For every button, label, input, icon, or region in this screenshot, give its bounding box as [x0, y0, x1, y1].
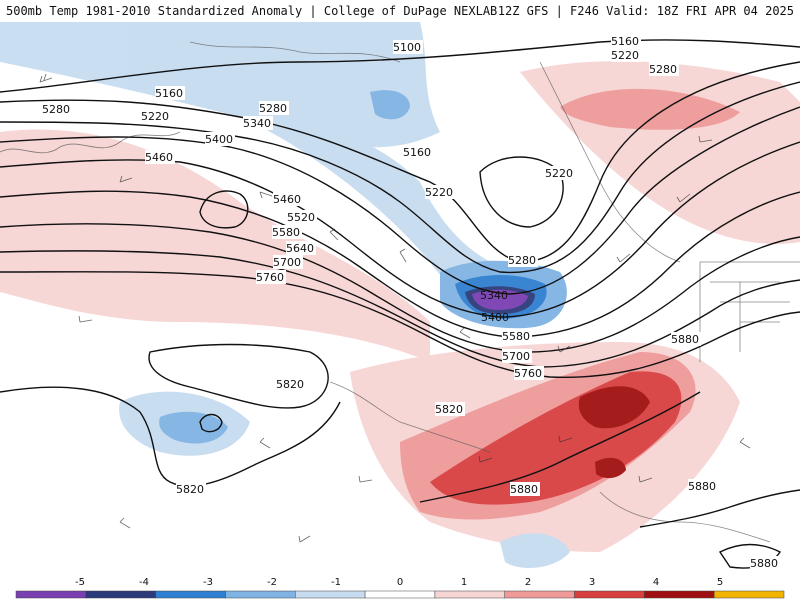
colorbar-swatch	[434, 590, 505, 599]
colorbar-tick-label: 2	[525, 577, 531, 588]
contour-label: 5280	[42, 103, 70, 116]
anomaly-shading	[0, 22, 800, 568]
colorbar-swatch	[504, 590, 575, 599]
contour-label: 5700	[273, 256, 301, 269]
contour-label: 5100	[393, 41, 421, 54]
contour-label: 5280	[508, 254, 536, 267]
contour-label: 5160	[403, 146, 431, 159]
colorbar-swatch	[644, 590, 715, 599]
colorbar-swatch	[85, 590, 156, 599]
colorbar-swatch	[155, 590, 226, 599]
colorbar-tick-label: 1	[461, 577, 467, 588]
contour-label: 5640	[286, 242, 314, 255]
colorbar-tick-label: 3	[589, 577, 595, 588]
colorbar-swatch	[295, 590, 366, 599]
wind-barbs	[39, 73, 751, 543]
contour-label: 5340	[480, 289, 508, 302]
contour-label: 5820	[176, 483, 204, 496]
colorbar-tick-label: -2	[267, 577, 277, 588]
colorbar-swatch	[364, 590, 436, 599]
colorbar-swatch	[713, 590, 785, 599]
colorbar-swatch	[15, 590, 87, 599]
contour-label: 5400	[205, 133, 233, 146]
contour-label: 5220	[611, 49, 639, 62]
contour-label: 5760	[514, 367, 542, 380]
contour-label: 5880	[688, 480, 716, 493]
contour-label: 5160	[611, 35, 639, 48]
contour-label: 5340	[243, 117, 271, 130]
colorbar-tick-label: 5	[717, 577, 723, 588]
colorbar-swatch	[574, 590, 645, 599]
contour-label: 5820	[435, 403, 463, 416]
contour-label: 5880	[510, 483, 538, 496]
height-contours	[0, 39, 800, 569]
contour-label: 5460	[145, 151, 173, 164]
colorbar: -5 -4 -3 -2 -1 0 1 2 3 4 5	[0, 575, 800, 600]
contour-label: 5460	[273, 193, 301, 206]
colorbar-tick-label: 4	[653, 577, 659, 588]
colorbar-tick-label: -1	[331, 577, 341, 588]
contour-label: 5280	[649, 63, 677, 76]
contour-label: 5400	[481, 311, 509, 324]
contour-label: 5880	[750, 557, 778, 570]
colorbar-tick-label: -5	[75, 577, 85, 588]
contour-label: 5220	[545, 167, 573, 180]
colorbar-tick-label: 0	[397, 577, 403, 588]
contour-label: 5580	[272, 226, 300, 239]
colorbar-swatches	[15, 590, 785, 599]
contour-label: 5700	[502, 350, 530, 363]
contour-labels: 5100 5160 5220 5280 5160 5220 5280 5280 …	[42, 34, 780, 570]
colorbar-ticks: -5 -4 -3 -2 -1 0 1 2 3 4 5	[75, 577, 723, 588]
run-valid-time: 12Z GFS | F246 Valid: 18Z FRI APR 04 202…	[497, 4, 794, 18]
product-title: 500mb Temp 1981-2010 Standardized Anomal…	[6, 4, 498, 18]
contour-label: 5880	[671, 333, 699, 346]
contour-label: 5520	[287, 211, 315, 224]
contour-label: 5220	[425, 186, 453, 199]
contour-label: 5280	[259, 102, 287, 115]
contour-label: 5580	[502, 330, 530, 343]
contour-label: 5760	[256, 271, 284, 284]
contour-label: 5160	[155, 87, 183, 100]
header-bar: 500mb Temp 1981-2010 Standardized Anomal…	[0, 0, 800, 23]
colorbar-swatch	[225, 590, 296, 599]
anomaly-map: 5100 5160 5220 5280 5160 5220 5280 5280 …	[0, 22, 800, 575]
contour-label: 5820	[276, 378, 304, 391]
colorbar-tick-label: -3	[203, 577, 213, 588]
contour-label: 5220	[141, 110, 169, 123]
colorbar-tick-label: -4	[139, 577, 149, 588]
